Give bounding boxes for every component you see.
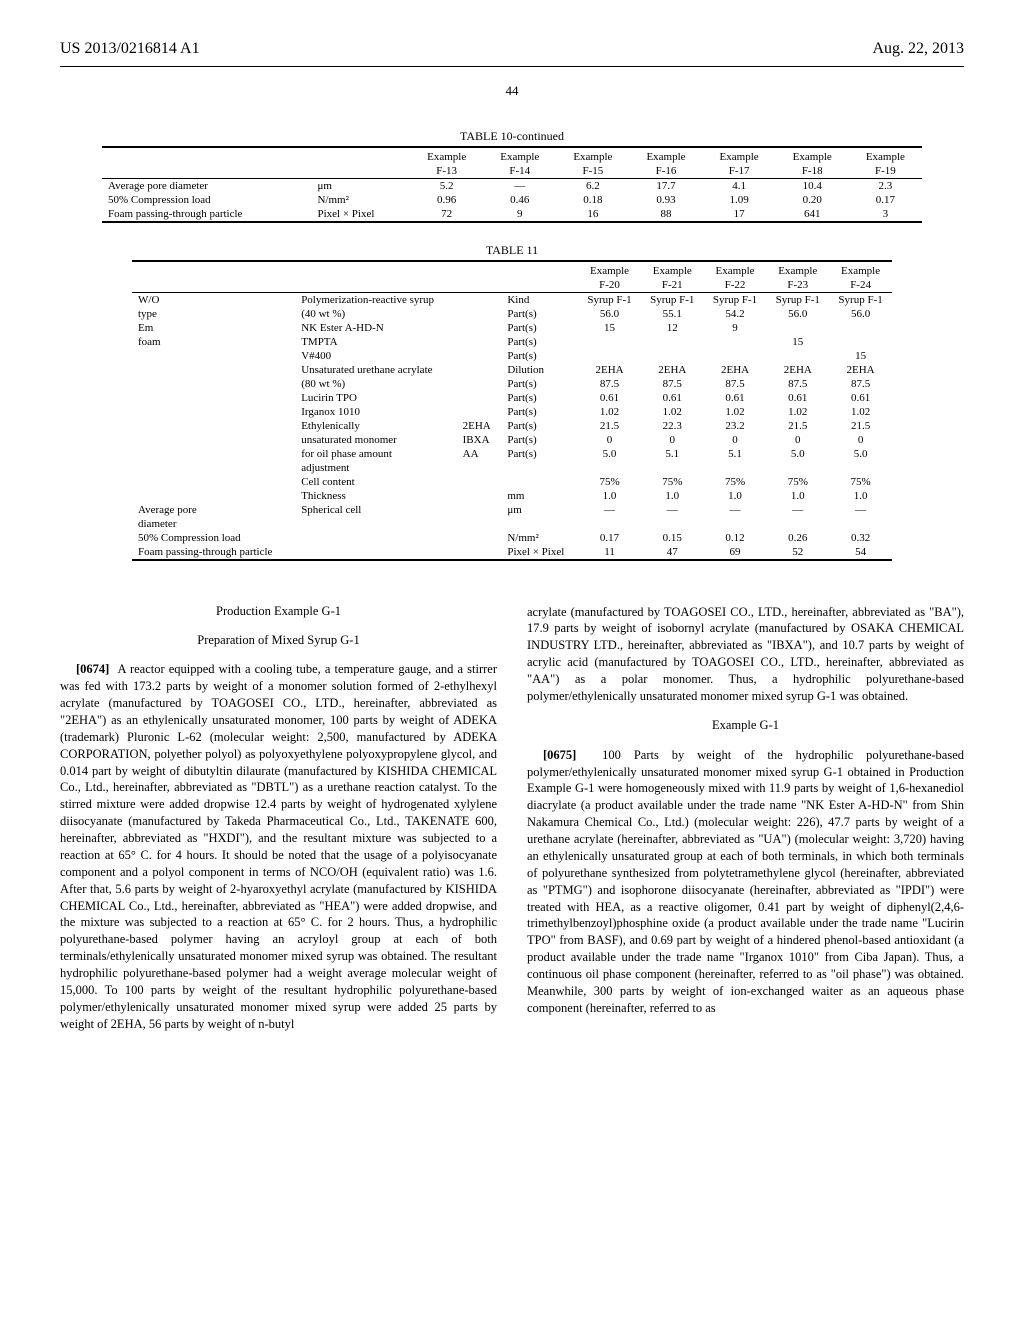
table-row: 50% Compression loadN/mm²0.170.150.120.2… xyxy=(132,531,892,545)
paragraph: acrylate (manufactured by TOAGOSEI CO., … xyxy=(527,604,964,705)
col-head: Example xyxy=(766,264,829,278)
page-number: 44 xyxy=(60,83,964,99)
table-row: diameter xyxy=(132,517,892,531)
col-head: Example xyxy=(556,150,629,164)
col-head: F-16 xyxy=(629,164,702,179)
table-row: V#400Part(s)15 xyxy=(132,349,892,363)
col-head: F-21 xyxy=(641,278,704,293)
para-text: 100 Parts by weight of the hydrophilic p… xyxy=(527,748,964,1015)
col-head: Example xyxy=(641,264,704,278)
table-row: W/OPolymerization-reactive syrupKindSyru… xyxy=(132,293,892,308)
table-row: Foam passing-through particlePixel × Pix… xyxy=(132,545,892,560)
table-row: Average poreSpherical cellμm————— xyxy=(132,503,892,517)
table-row: unsaturated monomerIBXAPart(s)00000 xyxy=(132,433,892,447)
example-title: Example G-1 xyxy=(527,717,964,734)
header-rule xyxy=(60,66,964,67)
col-head: Example xyxy=(578,264,641,278)
col-head: F-24 xyxy=(829,278,892,293)
col-head: Example xyxy=(703,150,776,164)
production-example-title: Production Example G-1 xyxy=(60,603,497,620)
table-row: Foam passing-through particlePixel × Pix… xyxy=(102,207,922,222)
table11-title: TABLE 11 xyxy=(60,243,964,258)
table10: Example Example Example Example Example … xyxy=(102,146,922,223)
table-row: type(40 wt %)Part(s)56.055.154.256.056.0 xyxy=(132,307,892,321)
table10-title: TABLE 10-continued xyxy=(60,129,964,144)
table-row: foamTMPTAPart(s)15 xyxy=(132,335,892,349)
col-head: Example xyxy=(776,150,849,164)
para-num: [0675] xyxy=(543,748,576,762)
paragraph: [0674] A reactor equipped with a cooling… xyxy=(60,661,497,1032)
right-column: acrylate (manufactured by TOAGOSEI CO., … xyxy=(527,591,964,1045)
para-text: A reactor equipped with a cooling tube, … xyxy=(60,662,497,1030)
patent-id: US 2013/0216814 A1 xyxy=(60,40,200,58)
table-row: Irganox 1010Part(s)1.021.021.021.021.02 xyxy=(132,405,892,419)
table-row: Cell content75%75%75%75%75% xyxy=(132,475,892,489)
col-head: F-17 xyxy=(703,164,776,179)
col-head: F-13 xyxy=(410,164,483,179)
col-head: F-14 xyxy=(483,164,556,179)
preparation-title: Preparation of Mixed Syrup G-1 xyxy=(60,632,497,649)
table11: Example Example Example Example Example … xyxy=(132,260,892,561)
table-row: Average pore diameterμm 5.2—6.217.74.110… xyxy=(102,179,922,194)
table-row: adjustment xyxy=(132,461,892,475)
table-row: for oil phase amountAAPart(s)5.05.15.15.… xyxy=(132,447,892,461)
col-head: F-15 xyxy=(556,164,629,179)
col-head: Example xyxy=(849,150,922,164)
col-head: F-22 xyxy=(704,278,767,293)
col-head: F-18 xyxy=(776,164,849,179)
table-row: Unsaturated urethane acrylateDilution2EH… xyxy=(132,363,892,377)
col-head: Example xyxy=(629,150,702,164)
para-num: [0674] xyxy=(76,662,109,676)
table-row: Ethylenically2EHAPart(s)21.522.323.221.5… xyxy=(132,419,892,433)
col-head: F-19 xyxy=(849,164,922,179)
patent-date: Aug. 22, 2013 xyxy=(872,40,964,58)
col-head: Example xyxy=(483,150,556,164)
col-head: F-20 xyxy=(578,278,641,293)
table-row: Thicknessmm1.01.01.01.01.0 xyxy=(132,489,892,503)
col-head: Example xyxy=(829,264,892,278)
table-row: Lucirin TPOPart(s)0.610.610.610.610.61 xyxy=(132,391,892,405)
col-head: F-23 xyxy=(766,278,829,293)
col-head: Example xyxy=(704,264,767,278)
table-row: 50% Compression loadN/mm² 0.960.460.180.… xyxy=(102,193,922,207)
col-head: Example xyxy=(410,150,483,164)
paragraph: [0675] 100 Parts by weight of the hydrop… xyxy=(527,747,964,1017)
table-row: (80 wt %)Part(s)87.587.587.587.587.5 xyxy=(132,377,892,391)
left-column: Production Example G-1 Preparation of Mi… xyxy=(60,591,497,1045)
table-row: EmNK Ester A-HD-NPart(s)15129 xyxy=(132,321,892,335)
